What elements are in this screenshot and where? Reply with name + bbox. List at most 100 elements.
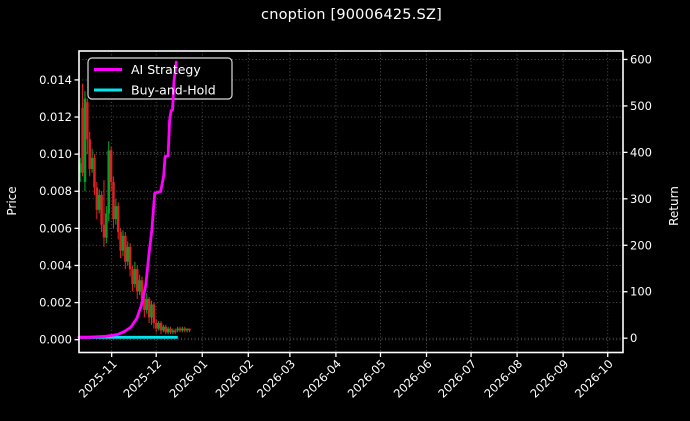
candle-body — [166, 328, 170, 333]
return-tick-label: 400 — [630, 145, 652, 159]
return-tick-label: 0 — [630, 331, 637, 345]
candle-body — [145, 298, 148, 311]
return-tick-label: 600 — [630, 52, 652, 66]
candle-body — [140, 280, 144, 299]
candle-body — [135, 269, 139, 292]
candle-body — [95, 187, 99, 210]
candle-body — [112, 181, 115, 220]
candle-body — [128, 246, 132, 270]
return-tick-label: 500 — [630, 99, 652, 113]
candle-body — [83, 98, 87, 182]
price-tick-label: 0.004 — [39, 258, 72, 272]
svg-text:2026-07: 2026-07 — [435, 357, 479, 401]
candle-body — [126, 246, 129, 262]
candle-body — [97, 194, 101, 210]
price-tick-label: 0.000 — [39, 333, 72, 347]
svg-text:2025-11: 2025-11 — [76, 357, 120, 401]
date-tick-label: 2026-08 — [481, 357, 525, 401]
candle-body — [143, 298, 146, 311]
candle-body — [152, 304, 156, 323]
candle-body — [105, 213, 108, 238]
date-tick-label: 2026-03 — [254, 357, 298, 401]
plot-border — [78, 50, 624, 354]
candle-body — [147, 298, 151, 318]
date-tick-label: 2026-09 — [527, 357, 571, 401]
candle-body — [131, 269, 134, 285]
candle-body — [159, 322, 163, 331]
chart-title: cnoption [90006425.SZ] — [261, 7, 442, 23]
candle-body — [173, 330, 177, 333]
candle-body — [114, 206, 118, 220]
date-tick-label: 2025-12 — [120, 357, 164, 401]
svg-text:2026-03: 2026-03 — [254, 357, 298, 401]
candle-body — [188, 328, 191, 331]
candle-body — [164, 326, 167, 333]
candle-body — [154, 322, 158, 329]
legend-label-buy-and-hold: Buy-and-Hold — [131, 83, 216, 98]
candle-body — [116, 206, 120, 233]
svg-text:2026-08: 2026-08 — [481, 357, 525, 401]
price-tick-label: 0.008 — [39, 184, 72, 198]
date-tick-label: 2026-07 — [435, 357, 479, 401]
date-tick-label: 2026-04 — [300, 357, 344, 401]
candle-body — [109, 150, 113, 182]
candle-body — [124, 235, 127, 262]
candle-body — [185, 328, 189, 331]
svg-text:2026-09: 2026-09 — [527, 357, 571, 401]
candle-body — [90, 157, 94, 169]
svg-text:2026-05: 2026-05 — [345, 357, 389, 401]
candle-body — [93, 157, 96, 188]
svg-text:2026-06: 2026-06 — [391, 357, 435, 401]
axis-ticks — [74, 58, 628, 357]
date-tick-label: 2026-01 — [167, 357, 211, 401]
price-tick-label: 0.012 — [39, 110, 72, 124]
candle-body — [119, 232, 122, 251]
svg-text:2026-04: 2026-04 — [300, 357, 344, 401]
candle-body — [102, 224, 106, 238]
candle-body — [178, 328, 182, 331]
return-tick-label: 200 — [630, 238, 652, 252]
gridlines — [79, 51, 623, 353]
legend-labels: AI Strategy Buy-and-Hold — [131, 62, 216, 98]
legend-label-ai-strategy: AI Strategy — [131, 62, 201, 77]
ai-strategy-line — [77, 60, 178, 339]
return-tick-label: 100 — [630, 285, 652, 299]
candle-body — [162, 326, 165, 331]
candle-body — [171, 330, 175, 333]
candlestick-series — [78, 83, 191, 335]
svg-text:2025-12: 2025-12 — [120, 357, 164, 401]
candle-body — [176, 328, 179, 331]
candle-body — [138, 280, 141, 292]
candle-body — [100, 194, 103, 225]
candle-body — [133, 269, 137, 285]
candle-body — [86, 102, 89, 140]
date-tick-label: 2026-02 — [213, 357, 257, 401]
date-tick-label: 2026-05 — [345, 357, 389, 401]
candle-body — [107, 150, 110, 214]
candle-body — [81, 107, 84, 173]
candle-body — [157, 322, 160, 329]
price-tick-label: 0.002 — [39, 296, 72, 310]
svg-text:2026-02: 2026-02 — [213, 357, 257, 401]
candle-body — [88, 139, 91, 169]
candle-body — [183, 328, 187, 331]
svg-text:2026-10: 2026-10 — [572, 357, 616, 401]
candle-body — [181, 328, 184, 331]
axis-tick-labels: 0.000 0.002 0.004 0.006 0.008 0.010 0.012 0.014… — [39, 52, 652, 400]
price-tick-label: 0.006 — [39, 221, 72, 235]
price-tick-label: 0.010 — [39, 147, 72, 161]
price-tick-label: 0.014 — [39, 73, 72, 87]
date-tick-label: 2026-06 — [391, 357, 435, 401]
legend — [87, 57, 233, 100]
date-tick-label: 2026-10 — [572, 357, 616, 401]
return-tick-label: 300 — [630, 192, 652, 206]
candle-body — [78, 163, 82, 173]
candle-body — [150, 304, 153, 318]
candle-body — [121, 235, 125, 251]
svg-text:2026-01: 2026-01 — [167, 357, 211, 401]
legend-box — [87, 57, 233, 100]
candle-body — [169, 328, 172, 333]
date-tick-label: 2025-11 — [76, 357, 120, 401]
